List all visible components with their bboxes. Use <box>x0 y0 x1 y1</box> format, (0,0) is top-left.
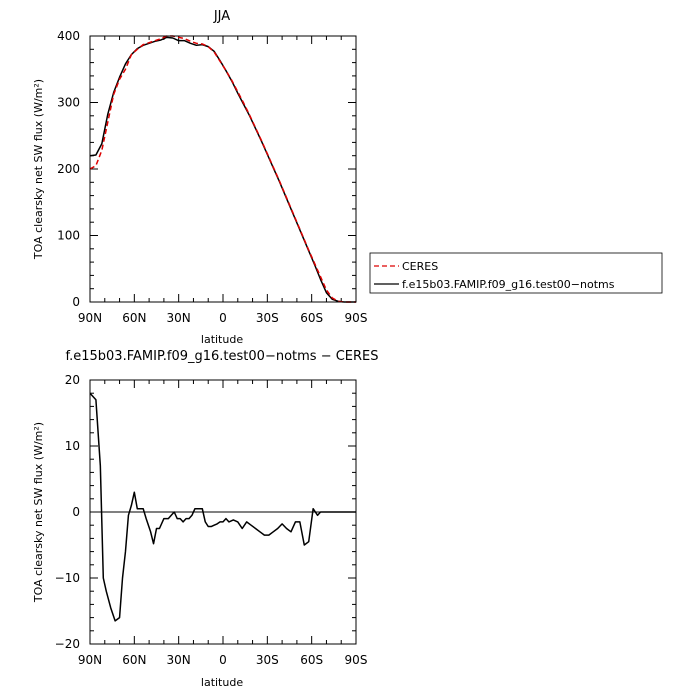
top-x-tick-labels: 90N 60N 30N 0 30S 60S 90S <box>78 311 368 325</box>
top-series-group <box>89 35 356 303</box>
bottom-x-tick-label: 30N <box>167 653 191 667</box>
bottom-x-tick-label: 90S <box>345 653 368 667</box>
top-y-axis-label: TOA clearsky net SW flux (W/m²) <box>32 79 45 260</box>
top-y-tick-label: 400 <box>57 29 80 43</box>
top-x-tick-label: 30S <box>256 311 279 325</box>
bottom-x-axis-label: latitude <box>201 676 243 689</box>
top-series-line-ceres <box>89 35 356 303</box>
bottom-x-tick-label: 30S <box>256 653 279 667</box>
top-x-tick-label: 30N <box>167 311 191 325</box>
bottom-series-group <box>89 392 356 622</box>
top-title: JJA <box>213 9 230 24</box>
bottom-x-tick-label: 60N <box>122 653 146 667</box>
bottom-y-axis-label: TOA clearsky net SW flux (W/m²) <box>32 422 45 603</box>
bottom-y-tick-label: 10 <box>65 439 80 453</box>
bottom-x-tick-labels: 90N 60N 30N 0 30S 60S 90S <box>78 653 368 667</box>
bottom-x-tick-label: 90N <box>78 653 102 667</box>
top-panel: JJA 0 100 200 300 400 90N 60N 30N 0 30S 60S 90S TO… <box>32 9 367 346</box>
bottom-series-line-difference <box>89 392 356 622</box>
top-x-axis-label: latitude <box>201 333 243 346</box>
bottom-y-tick-label: 0 <box>72 505 80 519</box>
legend-box <box>369 252 663 294</box>
top-x-tick-label: 0 <box>219 311 227 325</box>
top-x-tick-label: 90N <box>78 311 102 325</box>
top-tick-marks <box>89 35 357 303</box>
bottom-tick-marks <box>89 379 357 645</box>
bottom-y-tick-label: −10 <box>55 571 80 585</box>
top-x-tick-label: 60N <box>122 311 146 325</box>
top-series-line-model <box>89 36 356 303</box>
legend: CERES f.e15b03.FAMIP.f09_g16.test00−notm… <box>369 252 663 294</box>
bottom-x-tick-label: 60S <box>300 653 323 667</box>
bottom-panel: f.e15b03.FAMIP.f09_g16.test00−notms − CE… <box>32 349 379 689</box>
top-x-tick-label: 90S <box>345 311 368 325</box>
bottom-x-tick-label: 0 <box>219 653 227 667</box>
top-y-tick-label: 200 <box>57 162 80 176</box>
top-plot-frame <box>89 35 357 303</box>
legend-label-ceres: CERES <box>402 260 438 273</box>
legend-label-model: f.e15b03.FAMIP.f09_g16.test00−notms <box>402 278 615 291</box>
bottom-title: f.e15b03.FAMIP.f09_g16.test00−notms − CE… <box>65 349 378 364</box>
top-y-tick-label: 0 <box>72 295 80 309</box>
top-y-tick-labels: 0 100 200 300 400 <box>57 29 80 309</box>
bottom-plot-frame <box>89 379 357 645</box>
bottom-y-tick-label: −20 <box>55 637 80 651</box>
bottom-y-tick-labels: −20 −10 0 10 20 <box>55 373 80 651</box>
top-y-tick-label: 100 <box>57 229 80 243</box>
top-y-tick-label: 300 <box>57 96 80 110</box>
bottom-y-tick-label: 20 <box>65 373 80 387</box>
top-x-tick-label: 60S <box>300 311 323 325</box>
